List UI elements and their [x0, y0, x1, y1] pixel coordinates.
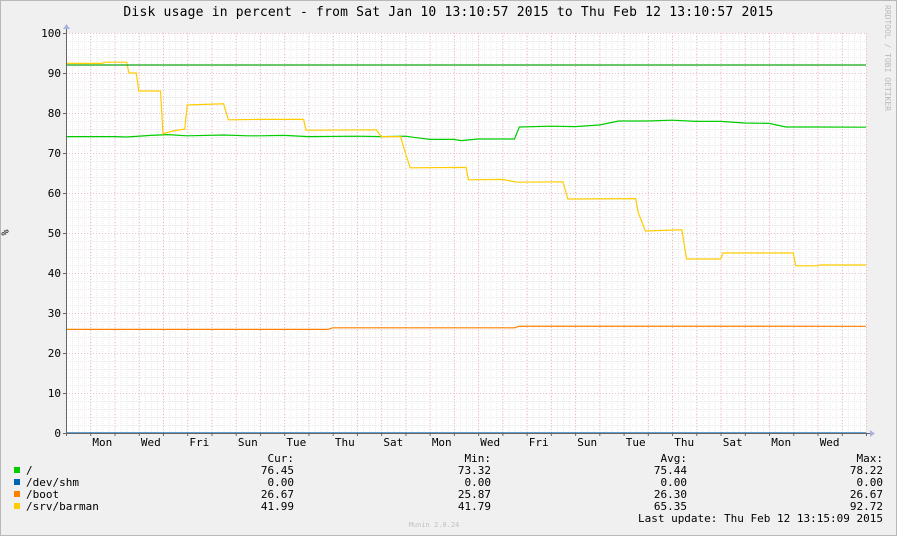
x-tick-label: Thu	[674, 436, 694, 449]
x-tick-label: Wed	[141, 436, 161, 449]
y-tick-label: 0	[54, 427, 61, 440]
x-tick-label: Wed	[820, 436, 840, 449]
legend-min-devshm: 0.00	[464, 476, 492, 489]
x-axis-arrow	[870, 430, 875, 437]
legend-avg-srvbarman: 65.35	[653, 500, 687, 513]
legend-swatch-srvbarman	[14, 503, 20, 509]
y-tick-label: 40	[48, 267, 61, 280]
legend-name-root: /	[26, 464, 33, 477]
last-update: Last update: Thu Feb 12 13:15:09 2015	[637, 512, 883, 525]
legend-cur-boot: 26.67	[260, 488, 294, 501]
legend-row-boot: /boot 26.67 25.87 26.30 26.67	[0, 488, 897, 501]
x-tick-label: Mon	[771, 436, 791, 449]
series-line-4	[66, 61, 866, 267]
legend-max-srvbarman: 92.72	[849, 500, 883, 513]
legend-min-boot: 25.87	[457, 488, 491, 501]
x-tick-label: Thu	[335, 436, 355, 449]
x-tick-label: Mon	[92, 436, 112, 449]
legend-min-srvbarman: 41.79	[457, 500, 491, 513]
x-tick-label: Sat	[383, 436, 403, 449]
axis-layer: 0 10 20 30 40 50 60 70 80 90 100 Mon Wed Fri Sun Tue Thu…	[41, 24, 875, 449]
rrdtool-watermark: RRDTOOL / TOBI OETIKER	[883, 5, 892, 111]
x-tick-label: Sun	[577, 436, 597, 449]
legend-cur-root: 76.45	[260, 464, 294, 477]
legend-row-root: / 76.45 73.32 75.44 78.22	[0, 464, 897, 477]
x-tick-label: Tue	[626, 436, 646, 449]
y-axis-arrow	[63, 24, 70, 29]
legend-header-cur: Cur:	[267, 452, 295, 465]
y-tick-label: 30	[48, 307, 61, 320]
legend-max-root: 78.22	[849, 464, 883, 477]
legend-header-min: Min:	[464, 452, 492, 465]
legend-min-root: 73.32	[457, 464, 491, 477]
y-tick-label: 80	[48, 107, 61, 120]
legend-avg-boot: 26.30	[653, 488, 687, 501]
legend-max-devshm: 0.00	[856, 476, 884, 489]
y-tick-label: 50	[48, 227, 61, 240]
y-tick-label: 100	[41, 27, 61, 40]
legend-swatch-devshm	[14, 479, 20, 485]
legend-cur-devshm: 0.00	[267, 476, 295, 489]
series-line-1	[66, 119, 867, 142]
legend-swatch-boot	[14, 491, 20, 497]
munin-version: Munin 2.0.24	[408, 521, 460, 529]
y-tick-label: 60	[48, 187, 61, 200]
x-tick-label: Mon	[432, 436, 452, 449]
legend-row-srvbarman: /srv/barman 41.99 41.79 65.35 92.72	[0, 500, 897, 513]
x-tick-label: Wed	[480, 436, 500, 449]
legend-header-row: Cur: Min: Avg: Max:	[0, 452, 897, 465]
x-tick-label: Sun	[238, 436, 258, 449]
legend-name-srvbarman: /srv/barman	[26, 500, 99, 513]
legend-header-max: Max:	[856, 452, 884, 465]
legend-name-boot: /boot	[26, 488, 60, 501]
x-tick-label: Sat	[723, 436, 743, 449]
legend-max-boot: 26.67	[849, 488, 883, 501]
legend-avg-devshm: 0.00	[660, 476, 688, 489]
x-tick-label: Tue	[286, 436, 306, 449]
y-tick-label: 20	[48, 347, 61, 360]
grid-layer	[66, 33, 867, 434]
legend-cur-srvbarman: 41.99	[260, 500, 294, 513]
y-tick-label: 90	[48, 67, 61, 80]
chart-title: Disk usage in percent - from Sat Jan 10 …	[123, 5, 774, 20]
legend-name-devshm: /dev/shm	[26, 476, 79, 489]
legend-swatch-root	[14, 467, 20, 473]
legend-avg-root: 75.44	[653, 464, 687, 477]
y-tick-label: 10	[48, 387, 61, 400]
series-line-3	[66, 325, 867, 330]
x-tick-label: Fri	[529, 436, 549, 449]
x-tick-label: Fri	[189, 436, 209, 449]
legend-header-avg: Avg:	[660, 452, 688, 465]
y-tick-label: 70	[48, 147, 61, 160]
legend-row-devshm: /dev/shm 0.00 0.00 0.00 0.00	[0, 476, 897, 489]
